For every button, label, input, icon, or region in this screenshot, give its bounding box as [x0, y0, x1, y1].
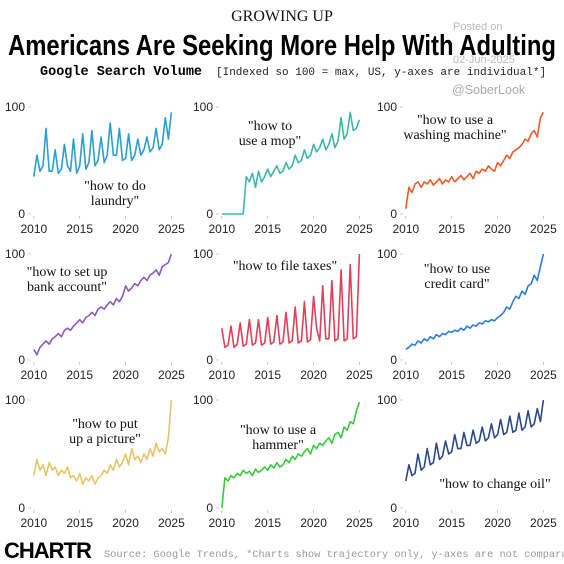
x-tick-label: 2025 [158, 368, 185, 382]
y-tick-label: 100 [5, 100, 25, 114]
x-tick-label: 2025 [158, 516, 185, 530]
annotation: "how to do [84, 179, 146, 194]
x-tick-label: 2025 [158, 222, 185, 236]
x-tick-label: 2010 [208, 222, 235, 236]
y-tick-label: 100 [377, 247, 397, 261]
x-tick-label: 2025 [346, 516, 373, 530]
subtitle: Google Search Volume [40, 65, 202, 80]
watermark-posted: Posted on [453, 21, 503, 33]
series-line [221, 253, 361, 349]
logo: CHARTR [4, 538, 92, 563]
y-tick-label: 0 [206, 353, 213, 367]
kicker: GROWING UP [231, 8, 333, 25]
x-tick-label: 2010 [392, 222, 419, 236]
annotation: credit card" [424, 277, 489, 292]
x-tick-label: 2020 [112, 222, 139, 236]
x-tick-label: 2015 [66, 516, 93, 530]
x-tick-label: 2025 [346, 222, 373, 236]
annotation: "how to use [424, 262, 490, 277]
series-line [405, 399, 545, 482]
y-tick-label: 100 [193, 100, 213, 114]
x-tick-label: 2020 [484, 516, 511, 530]
y-tick-label: 100 [193, 393, 213, 407]
annotation: washing machine" [403, 128, 506, 143]
series-line [33, 253, 173, 356]
annotation: use a mop" [239, 134, 301, 149]
annotation: "how to change oil" [439, 477, 550, 492]
y-tick-label: 0 [18, 353, 25, 367]
annotation: "how to use a [240, 423, 317, 438]
x-tick-label: 2015 [254, 516, 281, 530]
subtitle-note: [Indexed so 100 = max, US, y-axes are in… [216, 67, 546, 79]
annotation: hammer" [252, 438, 304, 453]
y-tick-label: 100 [377, 393, 397, 407]
x-tick-label: 2010 [392, 516, 419, 530]
x-tick-label: 2010 [20, 516, 47, 530]
y-tick-label: 100 [193, 247, 213, 261]
x-tick-label: 2010 [392, 368, 419, 382]
annotation: "how to put [72, 417, 138, 432]
y-tick-label: 0 [18, 207, 25, 221]
x-tick-label: 2020 [300, 368, 327, 382]
x-tick-label: 2020 [112, 516, 139, 530]
x-tick-label: 2015 [438, 222, 465, 236]
y-tick-label: 0 [390, 207, 397, 221]
series-line [221, 401, 361, 509]
x-tick-label: 2020 [300, 516, 327, 530]
x-tick-label: 2025 [530, 368, 557, 382]
series-line [221, 111, 361, 215]
x-tick-label: 2015 [438, 516, 465, 530]
x-tick-label: 2010 [208, 368, 235, 382]
watermark-date: 02-Jun-2025 [453, 54, 515, 66]
x-tick-label: 2020 [484, 222, 511, 236]
x-tick-label: 2025 [530, 516, 557, 530]
annotation: laundry" [91, 194, 139, 209]
x-tick-label: 2025 [346, 368, 373, 382]
x-tick-label: 2010 [20, 222, 47, 236]
source: Source: Google Trends, *Charts show traj… [104, 549, 564, 561]
x-tick-label: 2015 [66, 222, 93, 236]
series-line [33, 112, 173, 177]
x-tick-label: 2020 [112, 368, 139, 382]
chart-title: Americans Are Seeking More Help With Adu… [8, 30, 556, 62]
x-tick-label: 2015 [254, 222, 281, 236]
x-tick-label: 2025 [530, 222, 557, 236]
y-tick-label: 0 [206, 501, 213, 515]
y-tick-label: 0 [206, 207, 213, 221]
x-tick-label: 2010 [20, 368, 47, 382]
series-line [405, 253, 545, 351]
annotation: "how to file taxes" [233, 259, 337, 274]
x-tick-label: 2020 [300, 222, 327, 236]
annotation: "how to [248, 119, 292, 134]
y-tick-label: 100 [5, 247, 25, 261]
x-tick-label: 2015 [66, 368, 93, 382]
watermark-handle: @SoberLook [452, 83, 526, 97]
x-tick-label: 2015 [438, 368, 465, 382]
x-tick-label: 2010 [208, 516, 235, 530]
series-line [405, 112, 545, 209]
series-line [33, 399, 173, 486]
y-tick-label: 0 [390, 353, 397, 367]
y-tick-label: 0 [18, 501, 25, 515]
annotation: bank account" [27, 280, 107, 295]
y-tick-label: 100 [5, 393, 25, 407]
annotation: up a picture" [69, 432, 141, 447]
x-tick-label: 2020 [484, 368, 511, 382]
x-tick-label: 2015 [254, 368, 281, 382]
annotation: "how to use a [417, 113, 494, 128]
y-tick-label: 0 [390, 501, 397, 515]
y-tick-label: 100 [377, 100, 397, 114]
annotation: "how to set up [27, 265, 108, 280]
